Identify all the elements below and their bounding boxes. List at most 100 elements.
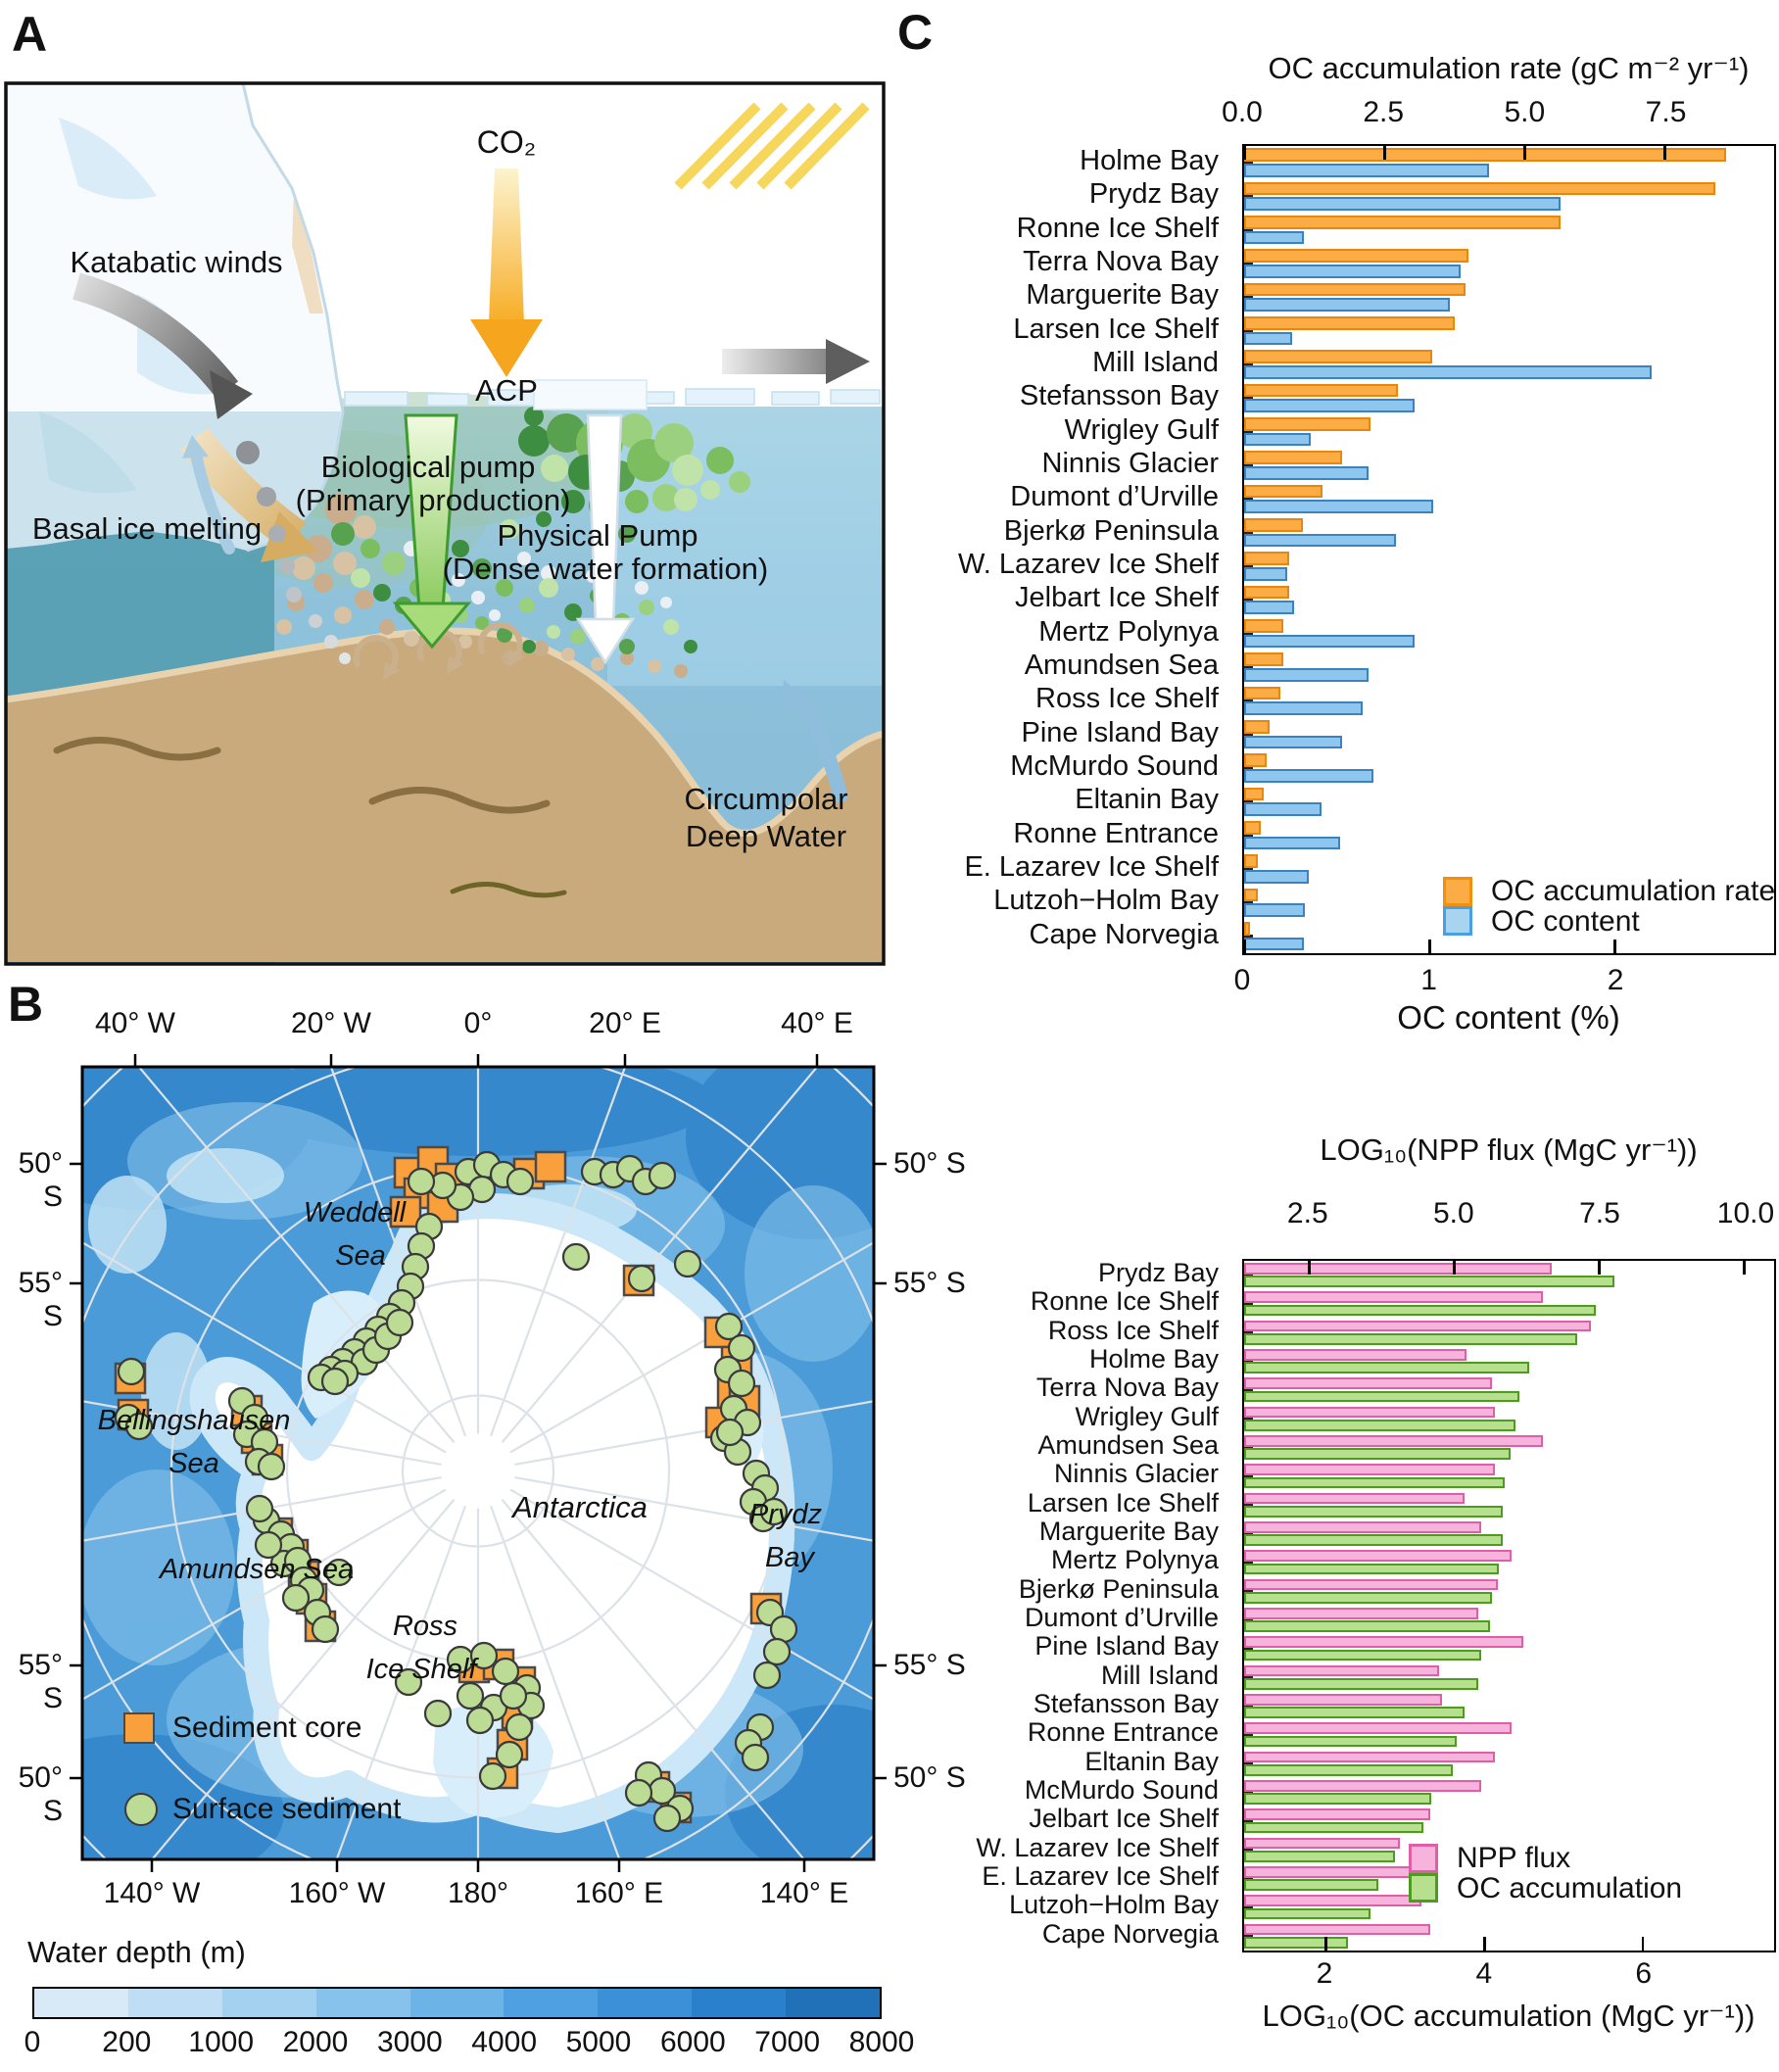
- antarctica-label: Antarctica: [512, 1490, 648, 1524]
- surface-sediment-marker: [254, 1530, 283, 1560]
- phytoplankton-dot: [672, 455, 703, 486]
- category-label: Mertz Polynya: [1038, 615, 1219, 648]
- surface-sediment-marker: [561, 1242, 591, 1272]
- surface-sediment-marker: [648, 1161, 677, 1190]
- category-tick: [1244, 228, 1253, 232]
- phytoplankton-dot: [570, 629, 586, 645]
- axis-tick: [1428, 940, 1431, 953]
- longitude-label: 140° W: [103, 1877, 201, 1909]
- surface-sediment-marker: [491, 1657, 520, 1686]
- axis-tick: [1598, 1261, 1601, 1275]
- oc-accumulation-bar: [1244, 1534, 1503, 1546]
- category-tick: [1244, 1819, 1253, 1823]
- npp-flux-bar: [1244, 1263, 1552, 1275]
- category-label: Terra Nova Bay: [1035, 1373, 1219, 1403]
- phytoplankton-dot: [500, 519, 519, 539]
- category-tick: [1244, 1647, 1253, 1651]
- oc-content-bar: [1244, 701, 1364, 715]
- npp-flux-bar: [1244, 1664, 1439, 1677]
- category-tick: [1244, 1330, 1253, 1334]
- dust-dot: [279, 558, 295, 574]
- category-label: Ronne Ice Shelf: [1030, 1286, 1219, 1317]
- oc-accumulation-rate-bar: [1244, 148, 1727, 163]
- colorbar-tick-label: 3000: [376, 2026, 443, 2058]
- category-tick: [1244, 800, 1253, 803]
- phytoplankton-dot: [536, 511, 552, 527]
- longitude-label: 40° W: [94, 1007, 176, 1039]
- axis-tick: [1483, 1937, 1486, 1951]
- category-label: Jelbart Ice Shelf: [1015, 582, 1219, 614]
- phytoplankton-dot: [519, 598, 535, 613]
- category-label: Marguerite Bay: [1026, 279, 1219, 312]
- surface-sediment-marker: [465, 1706, 495, 1735]
- tan-particle-dot: [561, 648, 575, 661]
- physical-pump-label: Physical Pump: [497, 518, 698, 553]
- phytoplankton-dot: [663, 619, 679, 635]
- category-tick: [1244, 901, 1253, 904]
- phytoplankton-dot: [654, 423, 694, 462]
- oc-accumulation-rate-swatch: [1443, 877, 1472, 906]
- phytoplankton-dot: [351, 568, 370, 588]
- category-tick: [1244, 1733, 1253, 1737]
- oc-accumulation-bar: [1244, 1332, 1577, 1345]
- axis-tick: [1523, 146, 1526, 160]
- water-depth-colorbar: [32, 1987, 882, 2019]
- latitude-label: 55° S: [893, 1267, 966, 1299]
- seafloor-ridge: [450, 881, 567, 898]
- surface-sediment-marker: [407, 1167, 436, 1196]
- oc-content-bar: [1244, 735, 1343, 749]
- colorbar-segment: [786, 1989, 881, 2017]
- category-tick: [1244, 430, 1253, 434]
- tan-particle-dot: [325, 494, 357, 525]
- category-label: Wrigley Gulf: [1064, 413, 1219, 446]
- category-label: Larsen Ice Shelf: [1027, 1487, 1219, 1518]
- oc-content-bar: [1244, 465, 1369, 480]
- surface-sediment-marker: [759, 1497, 789, 1526]
- surface-sediment-marker: [456, 1681, 485, 1711]
- colorbar-segment: [34, 1989, 128, 2017]
- oc-accumulation-rate-bar: [1244, 922, 1250, 936]
- export-right-arrow: [722, 339, 870, 384]
- colorbar-tick-label: 4000: [471, 2026, 538, 2058]
- category-label: Cape Norvegia: [1041, 1918, 1219, 1949]
- category-tick: [1244, 1302, 1253, 1306]
- chart2-bottom-axis-tick-labels: 2 4 6: [1242, 1957, 1776, 1993]
- latitude-label: 50° S: [893, 1147, 966, 1180]
- surface-sediment-legend-label: Surface sediment: [172, 1793, 402, 1825]
- category-label: Dumont d’Urville: [1010, 481, 1219, 513]
- dense-water-formation-label: (Dense water formation): [442, 552, 769, 586]
- category-label: Ninnis Glacier: [1041, 448, 1220, 479]
- oc-content-bar: [1244, 802, 1322, 816]
- colorbar-segment: [221, 1989, 316, 2017]
- sun-rays-icon: [674, 102, 870, 190]
- colorbar-title: Water depth (m): [27, 1935, 246, 1969]
- biological-pump-arrow: [392, 413, 472, 650]
- phytoplankton-dot: [331, 522, 355, 546]
- npp-flux-bar: [1244, 1923, 1430, 1936]
- katabatic-winds-label: Katabatic winds: [70, 245, 283, 279]
- category-tick: [1244, 262, 1253, 265]
- category-tick: [1244, 564, 1253, 568]
- chart1-category-labels: Holme Bay Prydz Bay Ronne Ice Shelf Terra N…: [899, 144, 1232, 955]
- category-label: Ronne Ice Shelf: [1016, 212, 1219, 244]
- phytoplankton-dot: [684, 640, 697, 653]
- phytoplankton-dot: [700, 480, 720, 500]
- npp-flux-bar: [1244, 1320, 1591, 1332]
- category-label: Mertz Polynya: [1050, 1545, 1219, 1575]
- npp-flux-bar: [1244, 1521, 1482, 1533]
- oc-content-bar: [1244, 432, 1312, 447]
- oc-accumulation-bar: [1244, 1763, 1454, 1776]
- oc-accumulation-rate-bar: [1244, 181, 1715, 196]
- category-label: Cape Norvegia: [1029, 918, 1219, 950]
- under-ice-current-arrow: [182, 435, 235, 554]
- weddell-sea-label: Weddell: [303, 1197, 407, 1229]
- primary-production-label: (Primary production): [295, 483, 571, 517]
- surface-sediment-marker: [469, 1641, 499, 1670]
- category-tick: [1244, 1675, 1253, 1679]
- category-tick: [1244, 834, 1253, 838]
- npp-flux-bar: [1244, 1406, 1496, 1419]
- axis-tick-label: 4: [1475, 1957, 1493, 1990]
- white-particle-dot: [635, 581, 649, 595]
- oc-content-bar: [1244, 533, 1397, 548]
- cdw-upwelling-arrow: [782, 680, 848, 803]
